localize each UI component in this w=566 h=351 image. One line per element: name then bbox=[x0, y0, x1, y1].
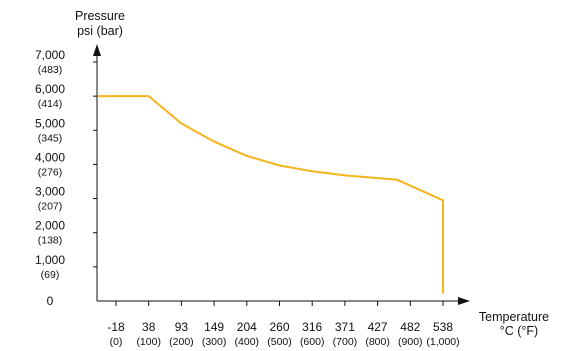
x-tick-sublabel: (800) bbox=[365, 336, 390, 348]
x-tick-sublabel: (1,000) bbox=[426, 336, 459, 348]
x-tick-label: 427 bbox=[368, 320, 388, 334]
y-axis-title-line1: Pressure bbox=[75, 9, 125, 23]
x-tick-sublabel: (0) bbox=[110, 336, 123, 348]
x-tick-sublabel: (200) bbox=[169, 336, 194, 348]
y-tick-sublabel: (138) bbox=[38, 235, 63, 247]
x-tick-sublabel: (500) bbox=[267, 336, 292, 348]
y-tick-label: 3,000 bbox=[35, 185, 65, 199]
y-tick-label: 5,000 bbox=[35, 116, 65, 130]
x-tick-label: 38 bbox=[142, 320, 156, 334]
y-axis-ticks: 7,000 (483) 6,000 (414) 5,000 (345) 4,000 (276)… bbox=[35, 48, 97, 308]
x-axis-arrow-icon bbox=[458, 297, 470, 305]
x-tick-label: 260 bbox=[269, 320, 289, 334]
x-tick-label: 538 bbox=[433, 320, 453, 334]
x-tick-label: 316 bbox=[302, 320, 322, 334]
y-tick-label: 2,000 bbox=[35, 219, 65, 233]
y-axis-title-line2: psi (bar) bbox=[77, 24, 123, 38]
x-tick-label: 371 bbox=[335, 320, 355, 334]
y-tick-sublabel: (69) bbox=[41, 269, 60, 281]
x-axis-title-line1: Temperature bbox=[479, 310, 549, 324]
x-axis-ticks: -18 (0) 38 (100) 93 (200) 149 (300) 204 (400) 260 (… bbox=[107, 301, 460, 348]
x-axis-title-line2: °C (°F) bbox=[500, 324, 538, 338]
y-tick-sublabel: (345) bbox=[38, 132, 63, 144]
x-tick-sublabel: (600) bbox=[300, 336, 325, 348]
y-tick-sublabel: (276) bbox=[38, 166, 63, 178]
y-tick-label: 0 bbox=[47, 294, 54, 308]
x-tick-sublabel: (400) bbox=[235, 336, 260, 348]
x-tick-sublabel: (300) bbox=[202, 336, 227, 348]
y-tick-sublabel: (414) bbox=[38, 98, 63, 110]
y-tick-label: 1,000 bbox=[35, 253, 65, 267]
x-tick-label: 204 bbox=[237, 320, 257, 334]
y-tick-label: 6,000 bbox=[35, 82, 65, 96]
y-tick-sublabel: (207) bbox=[38, 201, 63, 213]
x-tick-sublabel: (100) bbox=[136, 336, 161, 348]
x-tick-label: 149 bbox=[204, 320, 224, 334]
y-tick-label: 7,000 bbox=[35, 48, 65, 62]
x-tick-sublabel: (900) bbox=[398, 336, 423, 348]
y-tick-label: 4,000 bbox=[35, 150, 65, 164]
series-line bbox=[98, 95, 444, 294]
x-tick-label: 93 bbox=[175, 320, 189, 334]
x-tick-sublabel: (700) bbox=[333, 336, 358, 348]
x-tick-label: -18 bbox=[107, 320, 125, 334]
y-axis-arrow-icon bbox=[93, 44, 101, 56]
y-tick-sublabel: (483) bbox=[38, 64, 63, 76]
x-tick-label: 482 bbox=[400, 320, 420, 334]
